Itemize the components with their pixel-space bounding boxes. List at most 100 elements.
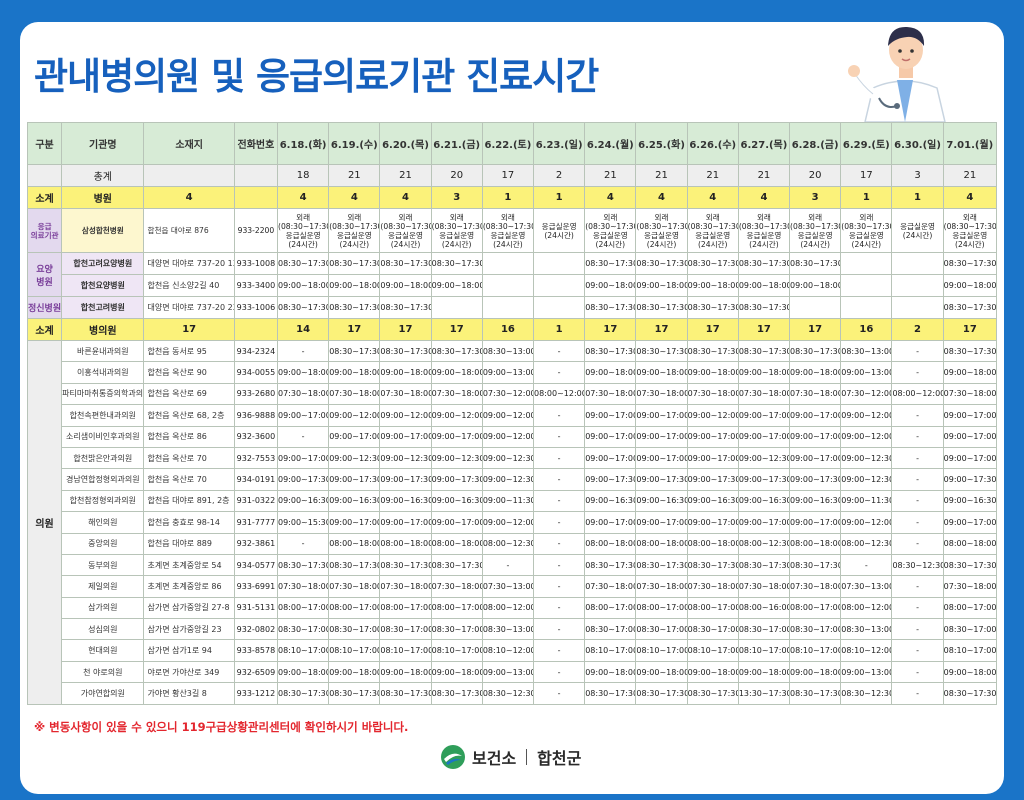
clinic-row: 해인의원 합천읍 충효로 98-14 931-7777 09:00~15:30 09:0… [28, 511, 998, 534]
clinic-row: 파티마마취통증의학과의원 합천읍 옥산로 69 933-2680 07:30~18:0… [28, 382, 998, 406]
day-cell: 09:00~18:00 [379, 361, 432, 384]
schedule-table: 구분 기관명 소재지 전화번호 6.18.(화) 6.19.(수) 6.20.(목) 6.21… [26, 122, 998, 705]
day-cell: 08:00~18:00 [635, 532, 688, 555]
day-cell: 07:30~18:00 [942, 575, 998, 598]
header-cell: 6.29.(토) [840, 122, 893, 165]
day-cell: 08:30~17:30 [737, 296, 791, 319]
day-cell: 09:00~17:00 [430, 511, 483, 534]
day-cell: 08:00~12:00 [840, 596, 893, 620]
day-cell: 외래 (08:30~17:30) 응급실운영 (24시간) [686, 208, 739, 253]
day-cell: 08:00~18:00 [942, 532, 998, 555]
day-cell: 08:00~17:00 [328, 596, 381, 620]
footer-logo: 보건소 합천군 [440, 744, 581, 770]
day-cell: 09:00~18:00 [789, 361, 842, 384]
day-cell: 외래 (08:30~17:30) 응급실운영 (24시간) [379, 208, 432, 253]
footer-divider [526, 749, 528, 765]
day-cell: 08:30~12:30 [891, 553, 944, 577]
day-cell: 08:30~17:30 [686, 682, 739, 705]
day-cell: 17 [737, 318, 791, 341]
day-cell: 09:00~16:30 [686, 489, 739, 513]
day-cell: - [533, 618, 586, 641]
day-cell: 4 [942, 186, 998, 209]
day-cell: 09:00~17:00 [379, 425, 432, 448]
day-cell: - [891, 682, 944, 705]
day-cell: - [891, 511, 944, 534]
day-cell: 08:30~17:30 [635, 682, 688, 705]
day-cell: - [533, 404, 586, 427]
header-cell: 6.24.(월) [584, 122, 637, 165]
day-cell: 08:30~17:30 [584, 553, 637, 577]
institution-phone: 933-6991 [233, 575, 279, 598]
day-cell: 09:00~12:00 [379, 404, 432, 427]
day-cell: 08:30~17:00 [379, 618, 432, 641]
clinic-row: 동부의원 초계면 초계중앙로 54 934-0577 08:30~17:30 08:30… [28, 553, 998, 577]
day-cell: - [891, 596, 944, 620]
subtotal-hospital-row: 소계 병원 4 4 4 4 3 1 1 4 4 4 4 3 1 1 4 [26, 186, 998, 209]
institution-address: 초계면 초계중앙로 54 [143, 553, 235, 577]
day-cell: 09:00~18:00 [276, 660, 330, 684]
day-cell: 09:00~17:00 [942, 425, 998, 448]
day-cell: 08:30~17:30 [584, 339, 637, 363]
day-cell: 09:00~17:00 [686, 425, 739, 448]
institution-phone: 934-0191 [233, 468, 279, 491]
institution-address: 합천읍 대야로 876 [143, 208, 235, 253]
day-cell: 09:00~12:30 [481, 468, 535, 491]
day-cell: 09:00~17:30 [430, 468, 483, 491]
emergency-row: 응급 의료기관 삼성합천병원 합천읍 대야로 876 933-2200 외래 (08:3… [26, 208, 998, 253]
day-cell: 09:00~17:00 [686, 446, 739, 470]
institution-name: 합천밝은안과의원 [61, 446, 145, 470]
day-cell: 1 [481, 186, 535, 209]
day-cell: - [891, 425, 944, 448]
day-cell: 08:10~12:00 [840, 639, 893, 662]
day-cell: - [533, 361, 586, 384]
day-cell: - [533, 682, 586, 705]
day-cell: 08:30~17:30 [430, 553, 483, 577]
clinic-row: 의원 바른윤내과의원 합천읍 동서로 95 934-2324-08:30~17:30 0… [26, 339, 998, 705]
day-cell: 08:10~12:00 [481, 639, 535, 662]
day-cell: 09:00~17:00 [942, 511, 998, 534]
institution-address: 합천읍 옥산로 70 [143, 446, 235, 470]
day-cell: 09:00~18:00 [789, 660, 842, 684]
day-cell: 09:00~17:00 [737, 511, 791, 534]
day-cell: 09:00~18:00 [635, 274, 688, 297]
day-cell: 08:30~17:30 [276, 296, 330, 319]
day-cell: 09:00~18:00 [584, 660, 637, 684]
day-cell: 09:00~17:00 [584, 511, 637, 534]
day-cell: 09:00~18:00 [328, 361, 381, 384]
day-cell: 08:00~17:00 [942, 596, 998, 620]
day-cell: 09:00~12:30 [481, 446, 535, 470]
day-cell: 08:30~17:00 [276, 618, 330, 641]
day-cell: 외래 (08:30~17:30) 응급실운영 (24시간) [481, 208, 535, 253]
header-cell: 6.21.(금) [430, 122, 483, 165]
day-cell: 외래 (08:30~17:30) 응급실운영 (24시간) [328, 208, 381, 253]
day-cell [533, 296, 586, 319]
day-cell: 08:30~17:00 [430, 618, 483, 641]
day-cell: 외래 (08:30~17:30) 응급실운영 (24시간) [789, 208, 842, 253]
day-cell: 21 [686, 164, 739, 187]
day-cell: 08:00~17:00 [635, 596, 688, 620]
day-cell: 21 [379, 164, 432, 187]
mental-hospital-row: 정신병원 합천고려병원 대양면 대야로 737-20 2호 933-1006 08:30… [26, 296, 998, 319]
day-cell: 17 [328, 318, 381, 341]
institution-address: 합천읍 대야로 891, 2층 [143, 489, 235, 513]
day-cell: 08:00~17:00 [686, 596, 739, 620]
day-cell: 4 [328, 186, 381, 209]
day-cell: - [533, 639, 586, 662]
day-cell: 07:30~18:00 [328, 382, 381, 406]
institution-name: 합천참정형외과의원 [61, 489, 145, 513]
day-cell [840, 252, 893, 275]
day-cell: - [533, 446, 586, 470]
day-cell: 09:00~17:00 [328, 511, 381, 534]
day-cell: - [891, 404, 944, 427]
header-cell: 6.27.(목) [737, 122, 791, 165]
institution-phone: 931-5131 [233, 596, 279, 620]
day-cell: 08:30~17:30 [584, 296, 637, 319]
day-cell: 08:00~16:00 [737, 596, 791, 620]
day-cell: - [891, 489, 944, 513]
day-cell: 16 [840, 318, 893, 341]
day-cell: 09:00~12:00 [840, 404, 893, 427]
day-cell: 08:10~17:00 [584, 639, 637, 662]
header-cell: 6.22.(토) [481, 122, 535, 165]
day-cell [891, 296, 944, 319]
day-cell: 09:00~18:00 [276, 361, 330, 384]
